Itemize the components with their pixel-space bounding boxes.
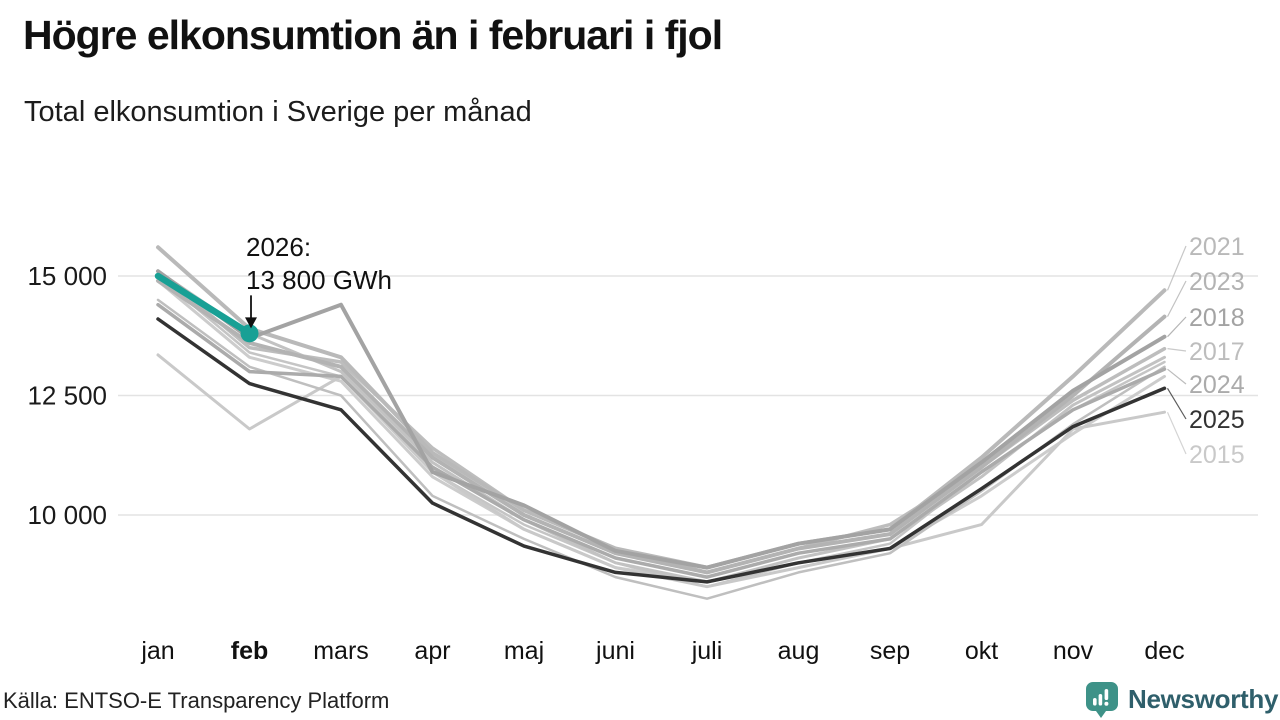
x-tick-label-mars: mars [313, 637, 369, 665]
annotation-arrow-head [245, 317, 257, 329]
series-line-2018 [156, 269, 1167, 570]
newsworthy-speech-bubble-chart-icon [1086, 682, 1118, 718]
leader-line-2015 [1166, 411, 1187, 455]
y-tick-label-12500: 12 500 [27, 381, 107, 411]
year-label-2015: 2015 [1189, 441, 1245, 469]
series-line-2026 [154, 272, 253, 337]
leader-line-2023 [1166, 280, 1187, 317]
leader-line-2025 [1166, 388, 1187, 420]
series-line-2024 [156, 302, 1167, 579]
year-label-2023: 2023 [1189, 268, 1245, 296]
x-tick-label-dec: dec [1144, 637, 1184, 665]
annotation-value: 13 800 GWh [246, 265, 392, 295]
x-tick-label-nov: nov [1053, 637, 1094, 665]
page-subtitle: Total elkonsumtion i Sverige per månad [24, 96, 532, 128]
year-label-2021: 2021 [1189, 233, 1245, 261]
x-tick-label-juni: juni [595, 637, 635, 665]
year-label-2017: 2017 [1189, 338, 1245, 366]
x-tick-label-juli: juli [691, 637, 723, 665]
page-title: Högre elkonsumtion än i februari i fjol [23, 12, 723, 58]
x-tick-label-apr: apr [414, 637, 450, 665]
series-line-2016 [156, 269, 1166, 584]
x-tick-label-aug: aug [778, 637, 820, 665]
highlight-annotation: 2026: 13 800 GWh [246, 231, 392, 297]
x-tick-label-sep: sep [870, 637, 910, 665]
highlight-dot-2026 [240, 324, 259, 343]
brand-name: Newsworthy [1128, 684, 1279, 714]
x-tick-label-jan: jan [140, 637, 174, 665]
annotation-year: 2026: [246, 232, 312, 262]
x-tick-label-maj: maj [504, 637, 544, 665]
source-text: Källa: ENTSO-E Transparency Platform [3, 688, 390, 713]
y-tick-label-15000: 15 000 [27, 261, 107, 291]
leader-line-2017 [1167, 348, 1187, 352]
series-line-2025 [156, 317, 1167, 584]
leader-line-2021 [1166, 245, 1187, 291]
brand-logo: Newsworthy [1085, 681, 1278, 718]
series-line-2023 [156, 278, 1167, 575]
year-label-2025: 2025 [1189, 406, 1245, 434]
leader-line-2018 [1167, 316, 1187, 338]
x-tick-label-feb: feb [231, 637, 269, 665]
leader-line-2024 [1167, 368, 1187, 385]
series-line-2015 [156, 353, 1166, 589]
year-label-2024: 2024 [1189, 371, 1245, 399]
year-label-2018: 2018 [1189, 304, 1245, 332]
y-tick-label-10000: 10 000 [27, 500, 107, 530]
x-tick-label-okt: okt [965, 637, 998, 665]
